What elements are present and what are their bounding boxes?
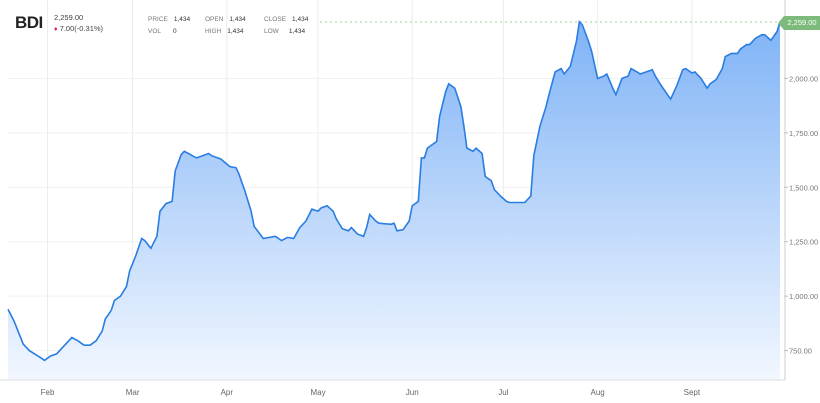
y-tick-label: 1,000.00 — [789, 292, 818, 301]
x-tick-label: May — [310, 388, 325, 397]
stat-open: OPEN 1,434 — [205, 16, 246, 23]
symbol: BDI — [15, 13, 43, 32]
y-tick-label: 1,750.00 — [789, 129, 818, 138]
x-tick-label: Jun — [406, 388, 419, 397]
stat-vol: VOL 0 — [148, 28, 177, 35]
price-change: ♦ 7.00(-0.31%) — [54, 24, 103, 34]
stat-price: PRICE 1,434 — [148, 16, 191, 23]
x-tick-label: Sept — [684, 388, 701, 397]
change-value: 7.00(-0.31%) — [59, 24, 104, 33]
x-axis: Feb Mar Apr May Jun Jul Aug Sept — [0, 379, 785, 397]
y-tick-label: 750.00 — [789, 347, 812, 356]
x-tick-label: Feb — [41, 388, 55, 397]
last-price: 2,259.00 — [54, 13, 84, 22]
y-tick-label: 2,000.00 — [789, 74, 818, 83]
y-tick-label: 1,500.00 — [789, 183, 818, 192]
stat-close: CLOSE 1,434 — [264, 16, 309, 23]
down-arrow-icon: ♦ — [54, 26, 58, 33]
x-tick-label: Apr — [221, 388, 234, 397]
series-line — [7, 20, 781, 362]
area-fill — [8, 21, 780, 381]
last-price-tag: 2,259.00 — [778, 16, 820, 30]
y-tick-label: 1,250.00 — [789, 238, 818, 247]
x-tick-label: Aug — [591, 388, 605, 397]
y-axis: 750.00 1,000.00 1,250.00 1,500.00 1,750.00 2,… — [784, 0, 818, 380]
x-tick-label: Mar — [126, 388, 140, 397]
stat-high: HIGH 1,434 — [205, 28, 244, 35]
stat-low: LOW 1,434 — [264, 28, 306, 35]
x-tick-label: Jul — [498, 388, 508, 397]
